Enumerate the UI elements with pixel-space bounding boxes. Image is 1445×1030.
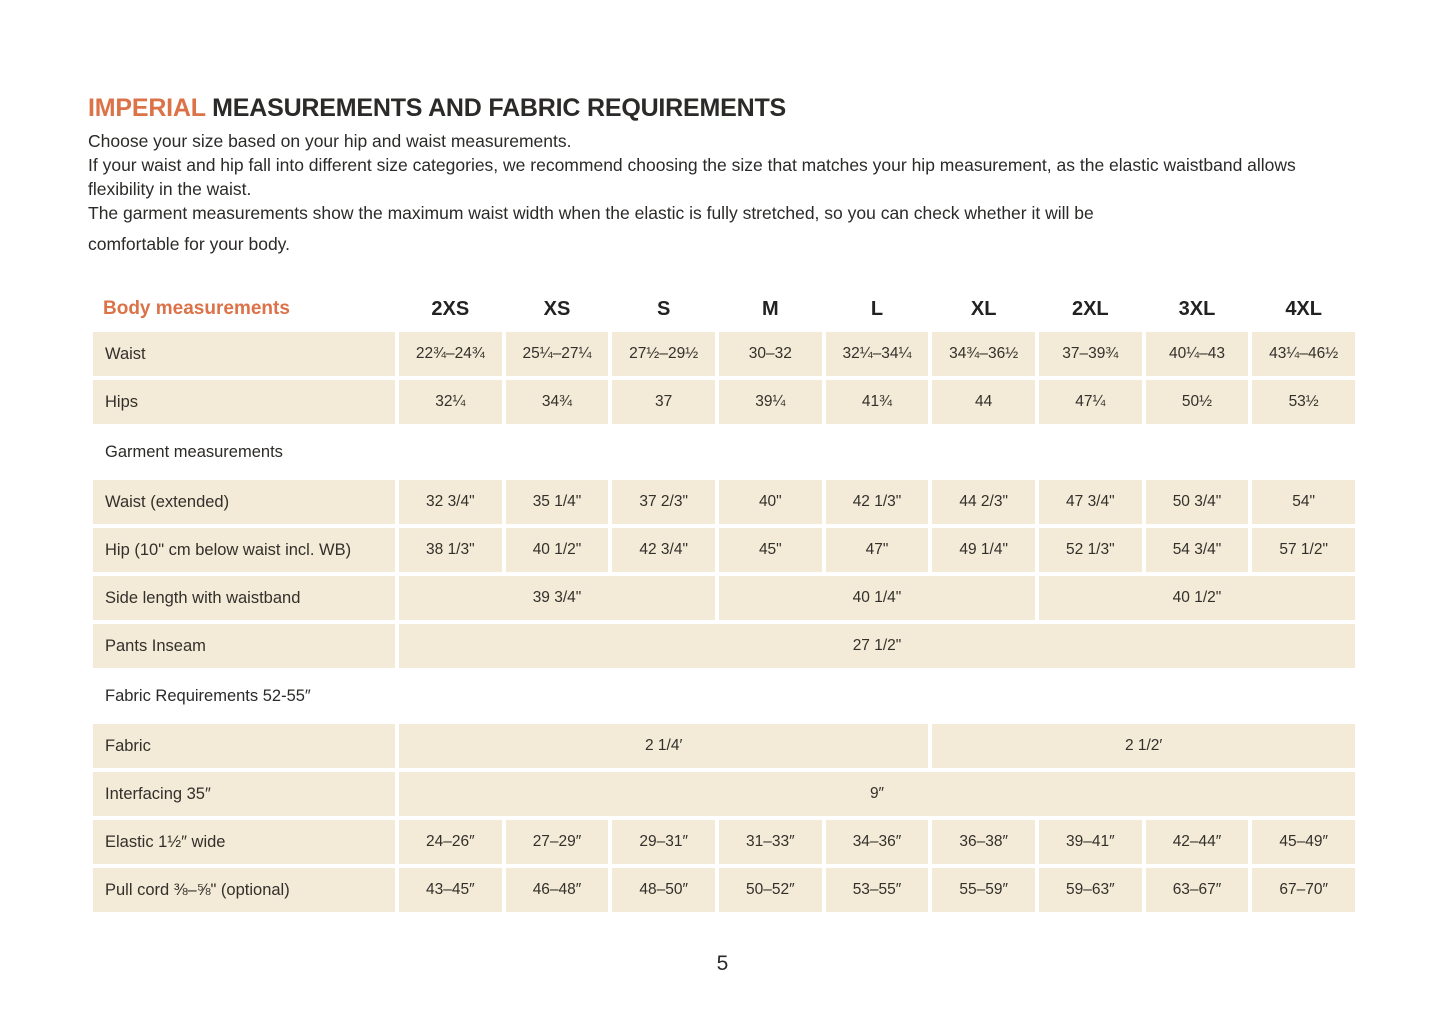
page-number: 5 — [716, 952, 729, 975]
value-cell: 38 1/3" — [399, 528, 502, 572]
value-cell: 67–70″ — [1252, 868, 1355, 912]
page-title: IMPERIAL MEASUREMENTS AND FABRIC REQUIRE… — [88, 94, 1355, 123]
value-cell: 27½–29½ — [612, 332, 715, 376]
value-cell: 40" — [718, 480, 822, 524]
value-cell: 50½ — [1145, 380, 1249, 424]
value-cell: 29–31″ — [612, 820, 715, 864]
value-cell: 47¼ — [1038, 380, 1142, 424]
value-cell: 36–38″ — [932, 820, 1035, 864]
value-cell: 44 2/3" — [932, 480, 1035, 524]
size-column-header: S — [612, 292, 715, 326]
value-cell: 2 1/2′ — [932, 724, 1355, 768]
value-cell: 34–36″ — [825, 820, 929, 864]
size-table: Body measurements 2XS XS S M L XL 2XL 3XL 4XL Wais… — [93, 292, 1355, 912]
value-cell: 55–59″ — [932, 868, 1035, 912]
size-column-header: XS — [505, 292, 609, 326]
value-cell: 24–26″ — [399, 820, 502, 864]
row-label-cell: Side length with waistband — [93, 576, 395, 620]
value-cell: 43–45″ — [399, 868, 502, 912]
value-cell: 63–67″ — [1145, 868, 1249, 912]
row-label-cell: Hips — [93, 380, 395, 424]
value-cell: 32¼ — [399, 380, 502, 424]
value-cell: 47" — [825, 528, 929, 572]
value-cell: 39–41″ — [1038, 820, 1142, 864]
value-cell: 40 1/2" — [1038, 576, 1355, 620]
row-label-cell: Pull cord ⅜–⅝" (optional) — [93, 868, 395, 912]
value-cell: 35 1/4" — [505, 480, 609, 524]
value-cell: 50–52″ — [718, 868, 822, 912]
value-cell: 48–50″ — [612, 868, 715, 912]
value-cell: 2 1/4′ — [399, 724, 929, 768]
value-cell: 45" — [718, 528, 822, 572]
size-column-header: XL — [932, 292, 1035, 326]
value-cell: 49 1/4" — [932, 528, 1035, 572]
value-cell: 57 1/2" — [1252, 528, 1355, 572]
page-title-rest: MEASUREMENTS AND FABRIC REQUIREMENTS — [205, 94, 786, 122]
intro-text: Choose your size based on your hip and w… — [88, 129, 1328, 256]
value-cell: 9″ — [399, 772, 1355, 816]
value-cell: 59–63″ — [1038, 868, 1142, 912]
value-cell: 42 1/3" — [825, 480, 929, 524]
value-cell: 22¾–24¾ — [399, 332, 502, 376]
value-cell: 37 — [612, 380, 715, 424]
value-cell: 41¾ — [825, 380, 929, 424]
intro-paragraph: The garment measurements show the maximu… — [88, 203, 1094, 223]
size-column-header: L — [825, 292, 929, 326]
value-cell: 53–55″ — [825, 868, 929, 912]
value-cell: 31–33″ — [718, 820, 822, 864]
value-cell: 42 3/4" — [612, 528, 715, 572]
value-cell: 27–29″ — [505, 820, 609, 864]
row-label-cell: Waist (extended) — [93, 480, 395, 524]
row-label-cell: Waist — [93, 332, 395, 376]
value-cell: 45–49″ — [1252, 820, 1355, 864]
value-cell: 47 3/4" — [1038, 480, 1142, 524]
value-cell: 25¼–27¼ — [505, 332, 609, 376]
value-cell: 54" — [1252, 480, 1355, 524]
value-cell: 52 1/3" — [1038, 528, 1142, 572]
value-cell: 32¼–34¼ — [825, 332, 929, 376]
value-cell: 30–32 — [718, 332, 822, 376]
intro-paragraph: If your waist and hip fall into differen… — [88, 155, 1296, 199]
value-cell: 34¾ — [505, 380, 609, 424]
table-header-label: Body measurements — [93, 292, 395, 326]
row-label-cell: Pants Inseam — [93, 624, 395, 668]
value-cell: 40 1/4" — [718, 576, 1035, 620]
size-column-header: 2XL — [1038, 292, 1142, 326]
value-cell: 46–48″ — [505, 868, 609, 912]
row-label-cell: Hip (10" cm below waist incl. WB) — [93, 528, 395, 572]
value-cell: 34¾–36½ — [932, 332, 1035, 376]
row-label-cell: Elastic 1½″ wide — [93, 820, 395, 864]
size-column-header: 4XL — [1252, 292, 1355, 326]
value-cell: 44 — [932, 380, 1035, 424]
row-label-cell: Fabric — [93, 724, 395, 768]
page-title-highlight: IMPERIAL — [88, 94, 206, 122]
value-cell: 39¼ — [718, 380, 822, 424]
value-cell: 40¼–43 — [1145, 332, 1249, 376]
value-cell: 39 3/4" — [399, 576, 715, 620]
value-cell: 37–39¾ — [1038, 332, 1142, 376]
row-label-cell: Interfacing 35″ — [93, 772, 395, 816]
intro-paragraph: Choose your size based on your hip and w… — [88, 131, 572, 151]
value-cell: 54 3/4" — [1145, 528, 1249, 572]
value-cell: 27 1/2" — [399, 624, 1355, 668]
intro-paragraph: comfortable for your body. — [88, 234, 290, 254]
value-cell: 43¼–46½ — [1252, 332, 1355, 376]
value-cell: 50 3/4" — [1145, 480, 1249, 524]
section-label: Garment measurements — [93, 428, 1355, 476]
value-cell: 37 2/3" — [612, 480, 715, 524]
section-label: Fabric Requirements 52-55″ — [93, 672, 1355, 720]
value-cell: 53½ — [1252, 380, 1355, 424]
value-cell: 42–44″ — [1145, 820, 1249, 864]
size-column-header: 2XS — [399, 292, 502, 326]
value-cell: 32 3/4" — [399, 480, 502, 524]
value-cell: 40 1/2" — [505, 528, 609, 572]
size-column-header: M — [718, 292, 822, 326]
size-column-header: 3XL — [1145, 292, 1249, 326]
